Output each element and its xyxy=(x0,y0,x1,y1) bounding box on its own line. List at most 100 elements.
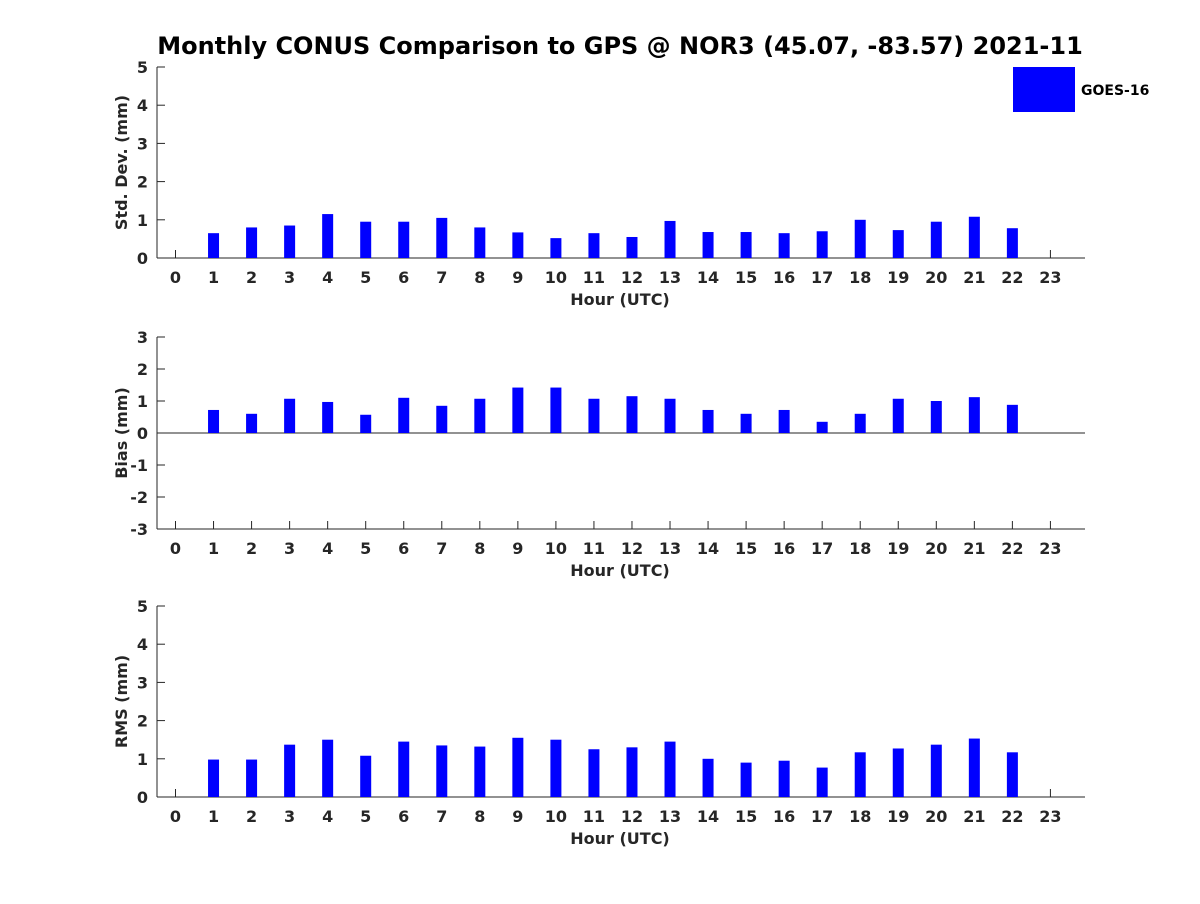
y-tick-label: 2 xyxy=(137,712,148,731)
bar xyxy=(208,759,220,797)
x-tick-label: 2 xyxy=(246,539,257,558)
bar xyxy=(664,398,676,433)
bar xyxy=(702,232,714,258)
bar xyxy=(778,409,790,433)
x-tick-label: 9 xyxy=(512,268,523,287)
legend-swatch xyxy=(1013,67,1075,112)
x-tick-label: 3 xyxy=(284,807,295,826)
y-tick-label: 5 xyxy=(137,58,148,77)
x-tick-label: 22 xyxy=(1001,807,1023,826)
x-tick-label: 4 xyxy=(322,807,333,826)
legend-label: GOES-16 xyxy=(1081,83,1149,99)
x-tick-label: 22 xyxy=(1001,539,1023,558)
x-tick-label: 12 xyxy=(621,807,643,826)
x-tick-label: 13 xyxy=(659,539,681,558)
x-tick-label: 23 xyxy=(1039,807,1061,826)
x-tick-label: 17 xyxy=(811,268,833,287)
bar xyxy=(892,398,904,433)
bar xyxy=(436,217,448,258)
bar xyxy=(740,232,752,258)
y-tick-label: -2 xyxy=(130,488,148,507)
bar xyxy=(626,236,638,258)
x-tick-label: 12 xyxy=(621,539,643,558)
x-tick-label: 20 xyxy=(925,539,947,558)
y-tick-label: 2 xyxy=(137,173,148,192)
x-tick-label: 14 xyxy=(697,539,719,558)
y-tick-label: 0 xyxy=(137,424,148,443)
x-tick-label: 4 xyxy=(322,539,333,558)
x-tick-label: 23 xyxy=(1039,539,1061,558)
bar xyxy=(740,762,752,797)
x-tick-label: 4 xyxy=(322,268,333,287)
bar xyxy=(208,409,220,433)
x-tick-label: 18 xyxy=(849,807,871,826)
bar xyxy=(246,227,258,258)
bar xyxy=(398,397,410,433)
bar xyxy=(930,221,942,258)
bar xyxy=(208,233,220,258)
x-axis-label: Hour (UTC) xyxy=(570,561,670,580)
x-tick-label: 19 xyxy=(887,807,909,826)
bar xyxy=(968,397,980,433)
x-tick-label: 10 xyxy=(545,539,567,558)
bar xyxy=(968,216,980,258)
x-tick-label: 7 xyxy=(436,807,447,826)
y-tick-label: 3 xyxy=(137,673,148,692)
x-tick-label: 22 xyxy=(1001,268,1023,287)
x-tick-label: 16 xyxy=(773,539,795,558)
bar xyxy=(816,231,828,258)
bar xyxy=(702,409,714,433)
bar xyxy=(968,738,980,797)
x-tick-label: 15 xyxy=(735,807,757,826)
bar xyxy=(512,232,524,258)
x-tick-label: 11 xyxy=(583,268,605,287)
x-tick-label: 13 xyxy=(659,807,681,826)
bar xyxy=(626,747,638,797)
bar xyxy=(854,219,866,258)
x-tick-label: 10 xyxy=(545,807,567,826)
x-tick-label: 1 xyxy=(208,807,219,826)
x-tick-label: 6 xyxy=(398,539,409,558)
y-tick-label: -1 xyxy=(130,456,148,475)
bar xyxy=(284,225,296,258)
bar xyxy=(702,758,714,797)
x-tick-label: 16 xyxy=(773,807,795,826)
x-tick-label: 8 xyxy=(474,807,485,826)
bar xyxy=(1006,404,1018,433)
bar xyxy=(1006,228,1018,258)
bar xyxy=(588,233,600,258)
x-tick-label: 0 xyxy=(170,807,181,826)
bar xyxy=(474,398,486,433)
y-tick-label: 4 xyxy=(137,635,148,654)
bar xyxy=(816,421,828,433)
y-axis-label: RMS (mm) xyxy=(112,655,131,748)
x-tick-label: 11 xyxy=(583,807,605,826)
bar xyxy=(322,401,334,433)
x-tick-label: 18 xyxy=(849,268,871,287)
chart-title: Monthly CONUS Comparison to GPS @ NOR3 (… xyxy=(157,32,1083,60)
bar xyxy=(740,413,752,433)
bar xyxy=(436,405,448,433)
y-tick-label: 3 xyxy=(137,134,148,153)
bar xyxy=(854,413,866,433)
x-tick-label: 6 xyxy=(398,807,409,826)
y-tick-label: 0 xyxy=(137,788,148,807)
bar xyxy=(816,767,828,797)
x-tick-label: 8 xyxy=(474,539,485,558)
bar xyxy=(550,387,562,433)
bar xyxy=(664,220,676,258)
bar xyxy=(322,739,334,797)
bar xyxy=(588,398,600,433)
y-tick-label: 1 xyxy=(137,211,148,230)
bar xyxy=(474,227,486,258)
bar xyxy=(360,755,372,797)
bar xyxy=(246,413,258,433)
bar xyxy=(322,214,334,258)
bar xyxy=(284,744,296,797)
chart-legend: GOES-16 xyxy=(1013,67,1149,112)
bar xyxy=(398,221,410,258)
x-tick-label: 3 xyxy=(284,539,295,558)
bar xyxy=(664,741,676,797)
x-tick-label: 1 xyxy=(208,539,219,558)
